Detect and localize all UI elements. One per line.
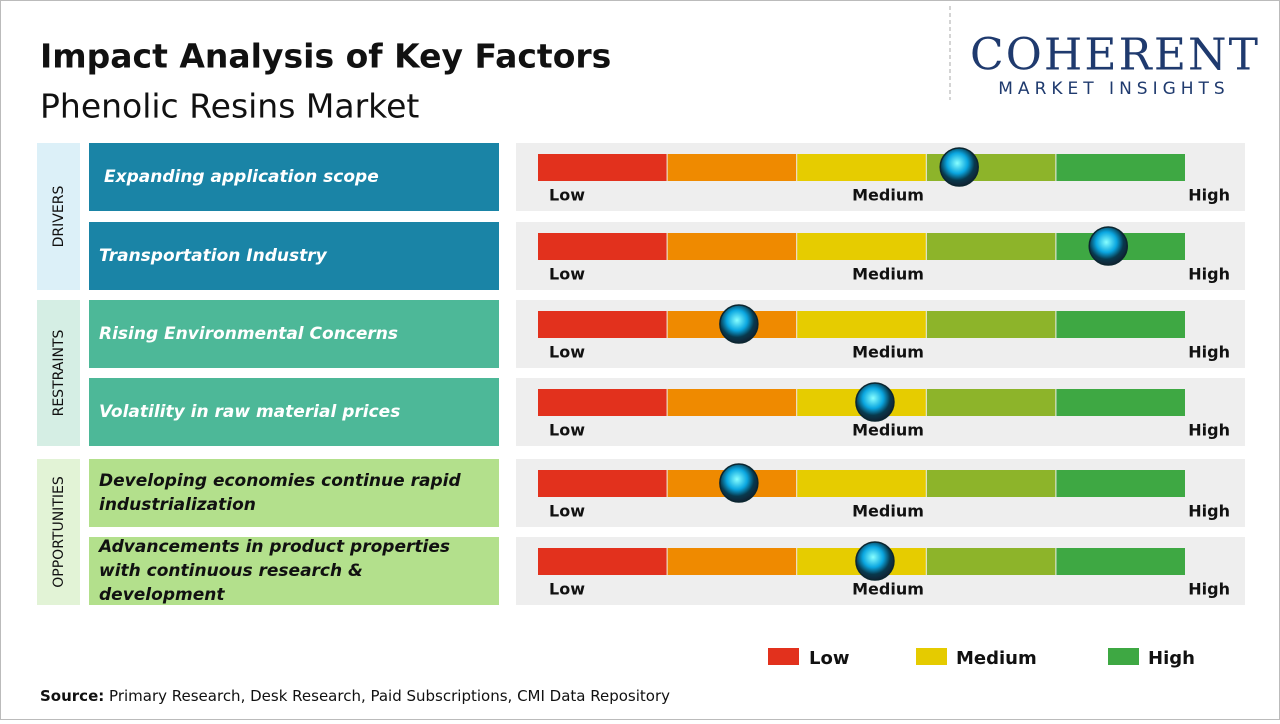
scale-medium: Medium [852,502,924,521]
factor-text: Expanding application scope [104,167,379,187]
factor-box [89,143,499,211]
factor-box [89,537,499,605]
meter-segment [1056,548,1185,575]
factor-box [89,459,499,527]
meter-segment [538,470,667,497]
subtitle: Phenolic Resins Market [40,87,419,126]
impact-knob [939,147,979,187]
impact-knob [719,463,759,503]
meter-segment [538,233,667,260]
impact-knob [719,304,759,344]
meter-segment [797,311,926,338]
group-band [37,459,80,605]
meter-segment [797,154,926,181]
factor-box [89,222,499,290]
meter-segment [667,233,797,260]
scale-high: High [1188,580,1230,599]
scale-high: High [1188,265,1230,284]
legend-swatch [768,648,799,665]
source-label: Source: [40,687,104,705]
scale-medium: Medium [852,186,924,205]
factor-box [89,300,499,368]
logo-tagline: MARKET INSIGHTS [998,79,1229,99]
meter-segment [797,233,926,260]
impact-knob [855,382,895,422]
legend-label: Medium [956,648,1037,669]
factor-text: Rising Environmental Concerns [99,324,398,344]
scale-medium: Medium [852,580,924,599]
scale-high: High [1188,343,1230,362]
factor-text: Developing economies continue rapid indus… [99,471,461,515]
scale-low: Low [549,265,585,284]
scale-high: High [1188,421,1230,440]
meter-segment [1056,470,1185,497]
meter-segment [1056,311,1185,338]
scale-low: Low [549,343,585,362]
meter-segment [926,311,1056,338]
scale-low: Low [549,502,585,521]
group-label: OPPORTUNITIES [51,476,67,588]
legend-label: Low [809,648,849,669]
scale-medium: Medium [852,265,924,284]
meter-segment [1056,154,1185,181]
meter-segment [797,470,926,497]
impact-knob [855,541,895,581]
legend-swatch [916,648,947,665]
meter-segment [926,233,1056,260]
factor-text: Advancements in product properties with c… [97,537,450,605]
factor-text: Transportation Industry [99,246,328,266]
meter-segment [1056,389,1185,416]
group-band [37,300,80,446]
factor-box [89,378,499,446]
legend-label: High [1148,648,1195,669]
scale-medium: Medium [852,421,924,440]
meter-segment [926,548,1056,575]
legend-swatch [1108,648,1139,665]
meter-segment [538,154,667,181]
meter-segment [926,470,1056,497]
factor-text: Volatility in raw material prices [99,402,400,422]
meter-segment [538,548,667,575]
scale-low: Low [549,421,585,440]
scale-high: High [1188,186,1230,205]
group-label: DRIVERS [51,186,67,248]
group-label: RESTRAINTS [51,329,67,416]
meter-segment [667,389,797,416]
scale-medium: Medium [852,343,924,362]
meter-segment [538,389,667,416]
scale-low: Low [549,186,585,205]
meter-segment [667,154,797,181]
title: Impact Analysis of Key Factors [40,37,611,76]
group-band [37,143,80,290]
source: Source: Primary Research, Desk Research,… [40,687,670,705]
impact-knob [1088,226,1128,266]
scale-high: High [1188,502,1230,521]
meter-segment [538,311,667,338]
scale-low: Low [549,580,585,599]
meter-segment [667,548,797,575]
source-text: Primary Research, Desk Research, Paid Su… [109,687,670,705]
logo-name: COHERENT [970,30,1258,81]
meter-segment [926,389,1056,416]
